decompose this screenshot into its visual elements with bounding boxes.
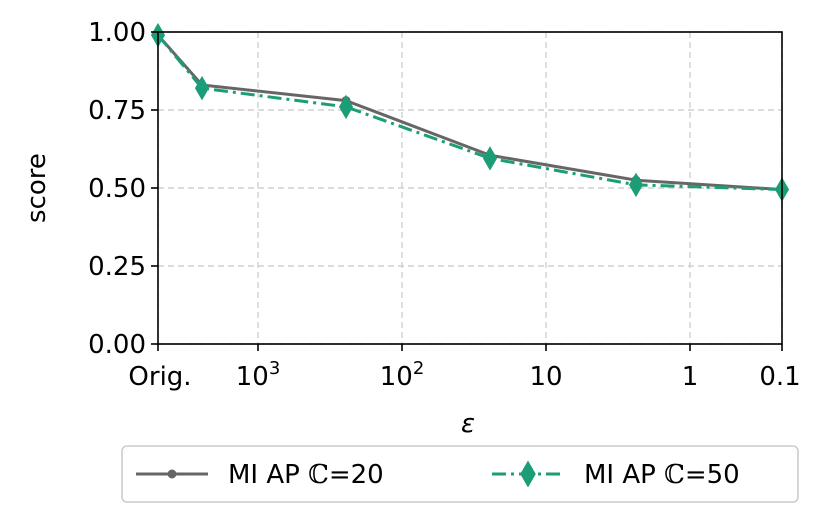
x-tick-label: 1	[682, 362, 699, 392]
x-axis-label: ε	[461, 409, 475, 439]
y-tick-label: 0.75	[88, 96, 146, 126]
x-tick-label: 103	[236, 358, 281, 392]
data-point	[628, 172, 644, 198]
series-0	[153, 30, 787, 195]
data-point	[194, 75, 210, 101]
y-axis-label: score	[22, 153, 52, 223]
legend: MI AP ℂ=20 MI AP ℂ=50	[121, 445, 799, 503]
x-tick-label: Orig.	[128, 362, 191, 392]
x-tick-label: 10	[529, 362, 562, 392]
legend-marker	[520, 460, 536, 488]
data-point	[482, 146, 498, 171]
x-tick-label: 102	[380, 358, 425, 392]
legend-box	[121, 445, 799, 503]
series-line	[156, 34, 783, 192]
y-tick-label: 0.50	[88, 174, 146, 204]
legend-label: MI AP ℂ=20	[228, 460, 384, 490]
y-tick-label: 0.00	[88, 330, 146, 360]
x-tick-label: 0.1	[759, 362, 800, 392]
series-layer	[150, 22, 790, 202]
y-tick-label: 1.00	[88, 18, 146, 48]
series-1	[150, 22, 790, 202]
x-tick-exponent: 3	[269, 358, 280, 379]
data-point	[338, 94, 354, 120]
legend-label: MI AP ℂ=50	[584, 460, 740, 490]
legend-marker	[167, 469, 177, 479]
x-tick-exponent: 2	[413, 358, 424, 379]
y-tick-label: 0.25	[88, 252, 146, 282]
series-line	[156, 34, 783, 192]
